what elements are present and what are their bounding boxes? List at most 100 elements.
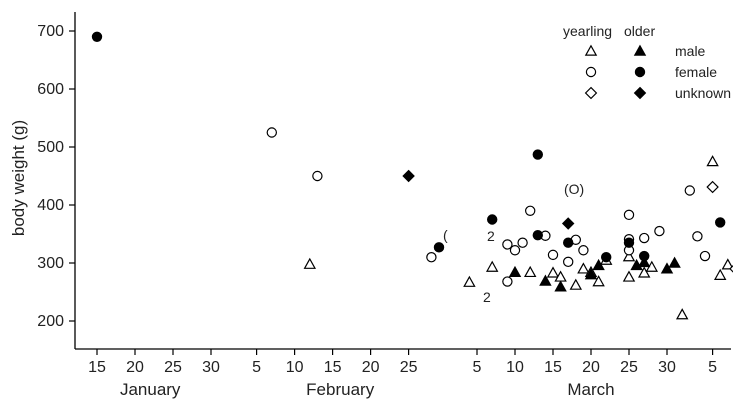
point-older-female	[532, 149, 544, 160]
x-tick-label: 5	[252, 359, 261, 376]
point-yearling-female	[623, 209, 635, 221]
x-tick-label: 15	[544, 359, 562, 376]
point-older-unknown	[402, 169, 415, 183]
point-yearling-female	[502, 239, 513, 250]
x-tick-label: 25	[400, 359, 418, 376]
data-points	[91, 31, 733, 320]
legend-marker-yearling-unknown	[584, 86, 598, 100]
point-yearling-male	[303, 257, 317, 269]
x-tick-label: 5	[473, 359, 482, 376]
legend-label-female: female	[675, 64, 717, 80]
point-older-female	[487, 214, 498, 225]
x-tick-label: 10	[506, 359, 524, 376]
point-yearling-female	[692, 231, 703, 242]
point-yearling-male	[569, 278, 583, 290]
point-yearling-female	[426, 252, 437, 263]
point-older-female	[563, 237, 574, 248]
legend: yearling older male female unknown	[563, 23, 731, 101]
month-labels: JanuaryFebruaryMarchApril	[120, 380, 615, 399]
point-yearling-male	[523, 265, 537, 278]
point-older-unknown	[561, 217, 575, 230]
legend-marker-older-male	[633, 44, 647, 56]
point-yearling-female	[563, 256, 574, 268]
point-yearling-female	[547, 249, 559, 261]
x-tick-label: 20	[126, 359, 144, 376]
point-yearling-female	[654, 225, 665, 237]
point-yearling-male	[622, 270, 636, 282]
point-yearling-male	[485, 260, 499, 272]
point-older-male	[660, 262, 674, 274]
point-yearling-female	[699, 250, 711, 262]
y-tick-label: 400	[37, 197, 64, 214]
point-yearling-female	[517, 237, 528, 248]
x-tick-label: 25	[620, 359, 638, 376]
legend-header-older: older	[624, 23, 655, 39]
point-yearling-female	[578, 245, 589, 256]
point-older-male	[637, 255, 651, 268]
point-older-female	[623, 237, 635, 248]
x-tick-label: 15	[88, 359, 106, 376]
point-yearling-male	[713, 268, 727, 280]
parenthesized-point-annotation: (O)	[564, 181, 584, 197]
point-yearling-male	[577, 262, 590, 274]
x-tick-label: 25	[164, 359, 182, 376]
point-yearling-male	[706, 155, 719, 167]
point-yearling-male	[721, 258, 733, 270]
x-tick-label: 10	[286, 359, 304, 376]
x-tick-label: 5	[708, 359, 717, 376]
y-tick-label: 500	[37, 139, 64, 156]
point-older-female	[532, 229, 544, 241]
count-annotation-2-lower: 2	[483, 289, 491, 305]
legend-marker-older-female	[634, 66, 646, 78]
point-yearling-female	[266, 127, 277, 138]
x-ticks: 1520253051015202551015202530510152025	[88, 349, 717, 376]
point-yearling-unknown	[729, 264, 733, 273]
legend-markers	[584, 44, 647, 100]
point-older-male	[539, 274, 552, 286]
point-yearling-male	[622, 250, 636, 262]
point-older-female	[639, 250, 650, 262]
point-yearling-female	[502, 276, 513, 287]
point-older-female	[91, 31, 103, 43]
point-older-female	[601, 252, 612, 263]
y-axis-label: body weight (g)	[9, 120, 28, 236]
point-yearling-unknown	[706, 180, 719, 194]
point-yearling-male	[637, 266, 651, 278]
point-yearling-male	[592, 275, 605, 287]
legend-label-unknown: unknown	[675, 85, 731, 101]
point-older-female	[433, 242, 445, 253]
point-yearling-female	[639, 232, 650, 244]
y-tick-label: 700	[37, 23, 64, 40]
paren-annotation: (	[443, 227, 448, 243]
y-tick-label: 600	[37, 81, 64, 98]
point-older-male	[592, 258, 605, 271]
x-tick-label: 30	[202, 359, 220, 376]
annotations: 2 2 (O) (	[443, 181, 584, 305]
point-yearling-male	[463, 275, 476, 287]
point-older-male	[554, 280, 567, 292]
point-yearling-male	[675, 308, 689, 320]
count-annotation-2-upper: 2	[487, 228, 495, 244]
point-older-female	[715, 217, 726, 228]
y-tick-label: 200	[37, 313, 64, 330]
point-yearling-female	[684, 185, 696, 196]
x-tick-label: 20	[362, 359, 380, 376]
point-older-male	[668, 256, 681, 268]
legend-marker-yearling-male	[584, 44, 598, 56]
axes	[74, 12, 731, 350]
legend-header-yearling: yearling	[563, 23, 612, 39]
point-yearling-female	[312, 170, 323, 182]
legend-label-male: male	[675, 43, 706, 59]
y-tick-label: 300	[37, 255, 64, 272]
y-ticks: 200 300 400 500 600 700	[37, 23, 75, 330]
month-label: February	[306, 380, 375, 399]
month-label: March	[567, 380, 614, 399]
month-label: January	[120, 380, 181, 399]
point-older-male	[508, 265, 522, 278]
point-yearling-male	[546, 266, 560, 278]
point-yearling-female	[525, 205, 536, 216]
legend-marker-older-unknown	[633, 86, 647, 100]
legend-marker-yearling-female	[585, 66, 597, 78]
point-yearling-female	[509, 245, 521, 256]
